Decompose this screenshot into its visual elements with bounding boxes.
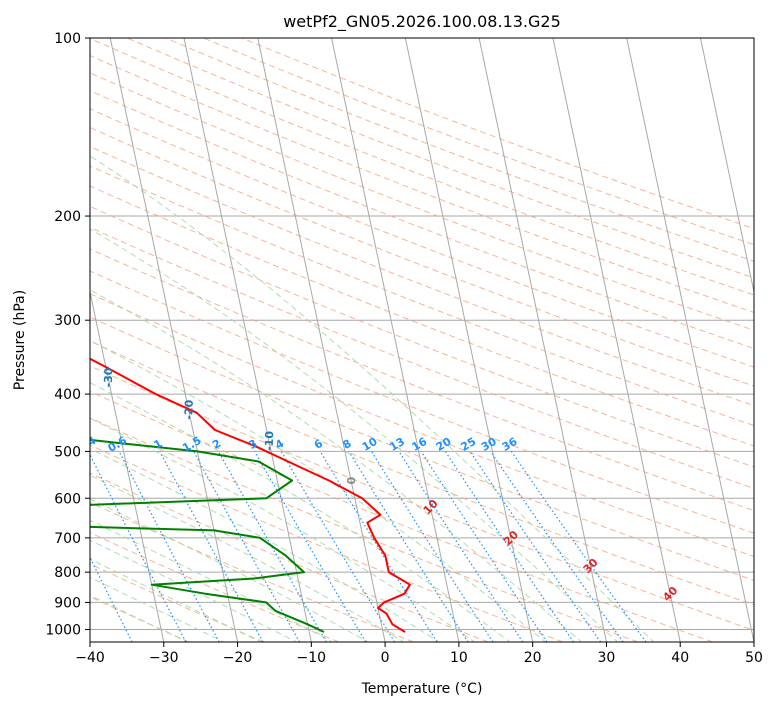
dry-adiabat-line bbox=[90, 596, 190, 642]
dewpoint-line bbox=[90, 438, 325, 633]
x-tick-label: 30 bbox=[598, 650, 616, 666]
isotherm-line bbox=[404, 38, 534, 642]
mixing-ratio-line bbox=[398, 451, 524, 642]
dry-adiabat-line bbox=[90, 316, 754, 581]
isotherm-label: 0 bbox=[345, 476, 358, 484]
dry-adiabat-line bbox=[90, 126, 754, 387]
mixing-ratio-line bbox=[510, 451, 647, 642]
mixing-ratio-line bbox=[319, 451, 438, 642]
isotherm-label: -30 bbox=[102, 367, 116, 388]
dry-adiabat-line bbox=[90, 390, 713, 642]
mixing-ratio-line bbox=[490, 451, 624, 642]
background-lines bbox=[90, 38, 754, 642]
dry-adiabat-line bbox=[90, 501, 414, 642]
mixing-ratio-line bbox=[469, 451, 602, 642]
mixing-ratio-line bbox=[348, 451, 469, 642]
plot-frame bbox=[89, 37, 755, 643]
x-tick-label: −10 bbox=[297, 650, 327, 666]
mixing-ratio-line bbox=[118, 451, 220, 642]
isotherm-line bbox=[552, 38, 681, 642]
y-tick-label: 300 bbox=[54, 313, 81, 329]
y-tick-label: 1000 bbox=[45, 622, 81, 638]
x-tick-label: 20 bbox=[524, 650, 542, 666]
isotherm-line bbox=[109, 38, 239, 642]
isotherm-line bbox=[478, 38, 607, 642]
moist-adiabat-line bbox=[90, 448, 440, 642]
moist-adiabat-line bbox=[90, 417, 476, 642]
mixing-ratio-label: 0.4 bbox=[75, 434, 99, 455]
dry-adiabat-line bbox=[90, 248, 754, 512]
y-tick-label: 600 bbox=[54, 491, 81, 507]
mixing-ratio-line bbox=[420, 451, 548, 642]
moist-adiabat-line bbox=[90, 539, 298, 642]
isotherm-line bbox=[626, 38, 754, 642]
isotherm-label: -20 bbox=[182, 399, 196, 420]
y-tick-label: 400 bbox=[54, 387, 81, 403]
dry-adiabat-line bbox=[90, 472, 489, 642]
x-tick-label: −30 bbox=[149, 650, 179, 666]
dry-adiabat-line bbox=[90, 340, 754, 606]
moist-adiabat-line bbox=[90, 474, 405, 642]
mixing-ratio-line bbox=[193, 451, 301, 642]
dry-adiabat-line bbox=[90, 165, 754, 427]
isotherm-line bbox=[257, 38, 386, 642]
x-tick-label: 10 bbox=[450, 650, 468, 666]
y-axis-label: Pressure (hPa) bbox=[12, 290, 28, 390]
sounding-lines bbox=[90, 357, 411, 633]
dry-adiabat-line bbox=[90, 185, 754, 447]
isotherm-line bbox=[699, 38, 754, 295]
moist-adiabat-line bbox=[90, 155, 655, 642]
y-tick-label: 700 bbox=[54, 531, 81, 547]
x-tick-label: 40 bbox=[671, 650, 689, 666]
dry-adiabat-line bbox=[90, 226, 754, 489]
isotherm-label: -10 bbox=[263, 430, 277, 451]
axes: −40 −30 −20 −10 0 10 20 30 40 50 100 200 300 400 500 60… bbox=[45, 31, 763, 666]
isotherm-line bbox=[90, 289, 165, 642]
moist-adiabat-line bbox=[90, 382, 511, 642]
y-tick-label: 900 bbox=[54, 595, 81, 611]
dry-adiabat-line bbox=[90, 365, 754, 631]
y-tick-label: 800 bbox=[54, 565, 81, 581]
y-tick-label: 200 bbox=[54, 209, 81, 225]
y-tick-label: 500 bbox=[54, 444, 81, 460]
dry-adiabat-line bbox=[90, 417, 638, 642]
y-tick-label: 100 bbox=[54, 31, 81, 47]
mixing-ratio-line bbox=[159, 451, 264, 642]
x-tick-label: 50 bbox=[745, 650, 763, 666]
mixing-ratio-line bbox=[371, 451, 494, 642]
dry-adiabat-line bbox=[90, 108, 754, 368]
isotherm-line bbox=[183, 38, 312, 642]
x-tick-label: −20 bbox=[223, 650, 253, 666]
chart-title: wetPf2_GN05.2026.100.08.13.G25 bbox=[283, 12, 561, 32]
dry-adiabat-line bbox=[90, 563, 265, 642]
mixing-ratio-line bbox=[444, 451, 574, 642]
x-tick-label: −40 bbox=[75, 650, 105, 666]
x-tick-label: 0 bbox=[381, 650, 390, 666]
moist-adiabat-line bbox=[90, 558, 262, 642]
temperature-line bbox=[90, 357, 411, 633]
moist-adiabat-line bbox=[90, 289, 583, 642]
moist-adiabat-line bbox=[90, 228, 619, 642]
x-axis-label: Temperature (°C) bbox=[361, 681, 483, 697]
dry-adiabat-line bbox=[90, 72, 754, 331]
isotherm-line bbox=[331, 38, 460, 642]
